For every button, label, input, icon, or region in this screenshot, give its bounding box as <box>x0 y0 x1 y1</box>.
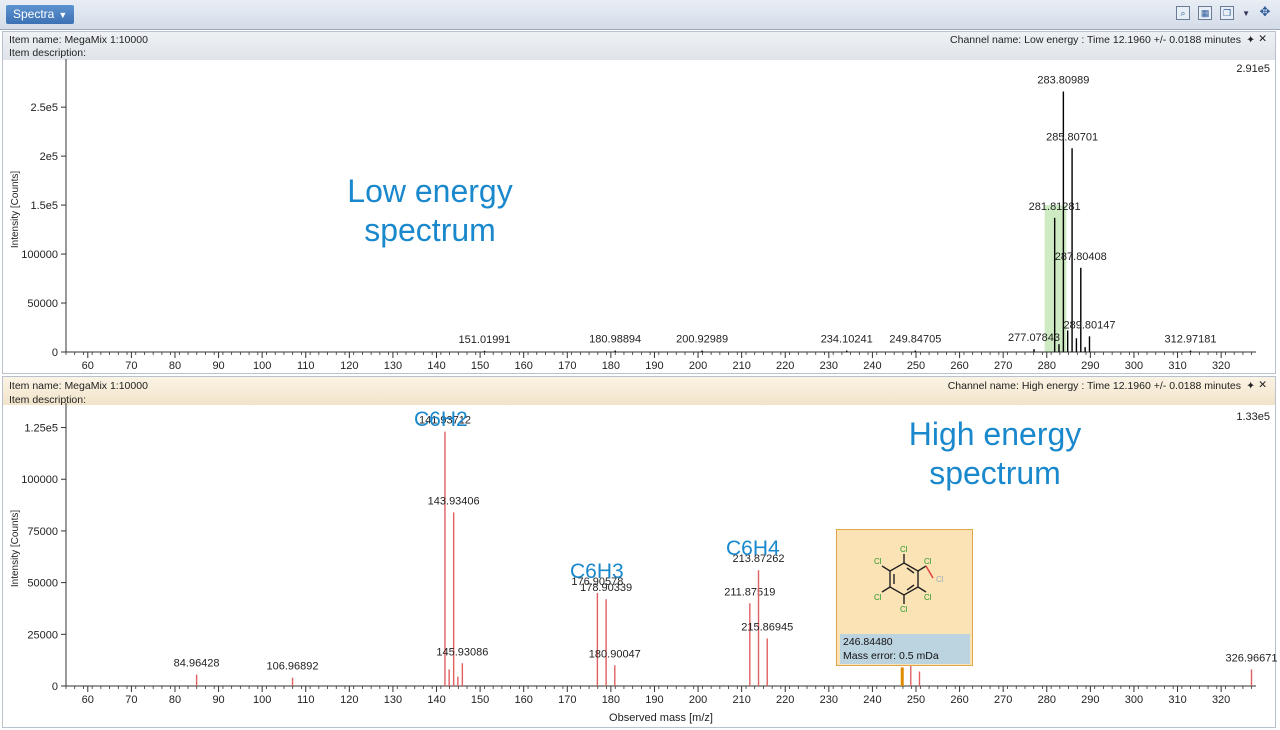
item-name: Item name: MegaMix 1:10000 <box>9 380 148 392</box>
high-energy-panel: Item name: MegaMix 1:10000 Item descript… <box>2 376 1276 728</box>
channel-name: Channel name: Low energy : Time 12.1960 … <box>950 34 1241 46</box>
spectra-tab-label: Spectra <box>13 7 55 21</box>
low-energy-annotation-line1: Low energy <box>347 173 513 209</box>
fragment-label-c6h4: C6H4 <box>726 537 780 560</box>
chevron-down-icon: ▼ <box>58 10 68 20</box>
svg-text:Cl: Cl <box>924 593 932 602</box>
popup-mass: 246.84480 <box>843 636 893 648</box>
high-energy-annotation-line2: spectrum <box>929 455 1061 491</box>
low-energy-header: Item name: MegaMix 1:10000 Item descript… <box>3 32 1275 60</box>
svg-text:Cl: Cl <box>874 557 882 566</box>
svg-text:Cl: Cl <box>936 575 944 584</box>
high-energy-annotation: High energy spectrum <box>880 415 1110 493</box>
fragment-label-c6h3: C6H3 <box>570 560 624 583</box>
low-energy-annotation-line2: spectrum <box>364 212 496 248</box>
item-description: Item description: <box>9 394 87 406</box>
close-icon[interactable]: ✕ <box>1258 379 1267 391</box>
move-icon[interactable]: ✥ <box>1259 4 1271 19</box>
high-energy-header: Item name: MegaMix 1:10000 Item descript… <box>3 377 1275 406</box>
popup-info-box: 246.84480 Mass error: 0.5 mDa <box>840 634 970 664</box>
pin-icon[interactable]: ✦ <box>1246 380 1255 392</box>
copy-icon[interactable]: ❐ <box>1220 6 1235 20</box>
channel-name: Channel name: High energy : Time 12.1960… <box>947 380 1241 392</box>
fragment-label-c6h2: C6H2 <box>414 408 468 431</box>
cleaved-bond-mark <box>925 565 934 579</box>
hexachlorobenzene-structure: Cl Cl Cl Cl Cl Cl Cl <box>874 545 944 614</box>
close-icon[interactable]: ✕ <box>1258 33 1267 45</box>
popup-mass-error: Mass error: 0.5 mDa <box>843 650 939 662</box>
item-name: Item name: MegaMix 1:10000 <box>9 34 148 46</box>
low-energy-annotation: Low energy spectrum <box>330 172 530 250</box>
spectra-tab[interactable]: Spectra ▼ <box>6 5 75 24</box>
svg-text:Cl: Cl <box>924 557 932 566</box>
low-energy-panel: Item name: MegaMix 1:10000 Item descript… <box>2 31 1276 374</box>
high-energy-annotation-line1: High energy <box>908 416 1082 452</box>
svg-text:Cl: Cl <box>900 545 908 554</box>
pin-icon[interactable]: ✦ <box>1246 34 1255 46</box>
toolbar: ⌕ ▦ ❐ ▼ ✥ <box>1176 4 1272 20</box>
structure-popup[interactable]: Cl Cl Cl Cl Cl Cl Cl 246.84480 Mass erro… <box>836 529 973 666</box>
chevron-down-icon[interactable]: ▼ <box>1242 8 1250 18</box>
svg-text:Cl: Cl <box>874 593 882 602</box>
item-description: Item description: <box>9 47 87 59</box>
svg-text:Cl: Cl <box>900 605 908 614</box>
table-icon[interactable]: ▦ <box>1198 6 1213 20</box>
zoom-icon[interactable]: ⌕ <box>1176 6 1191 20</box>
window-titlebar: Spectra ▼ ⌕ ▦ ❐ ▼ ✥ <box>0 0 1280 30</box>
